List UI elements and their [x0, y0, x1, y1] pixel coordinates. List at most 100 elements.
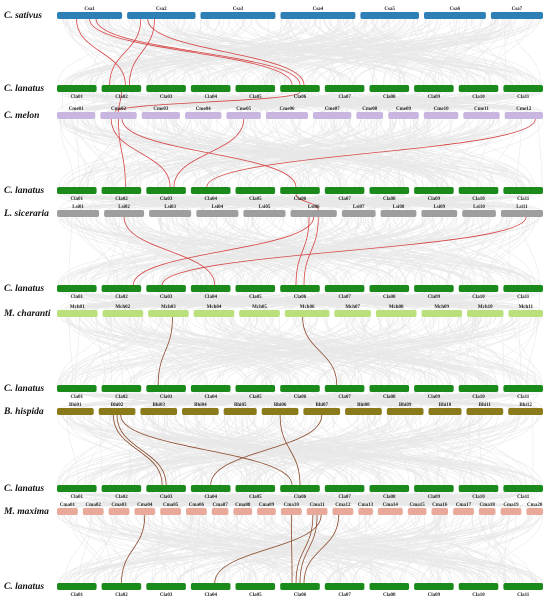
background-link — [373, 414, 416, 486]
background-link — [206, 291, 211, 311]
chromosome-label: Cla01 — [71, 593, 84, 598]
background-link — [156, 316, 488, 386]
background-link — [68, 414, 306, 486]
chromosome-bar — [414, 187, 454, 194]
background-link — [73, 391, 154, 409]
chromosome-label: Cme12 — [516, 107, 531, 112]
background-link — [282, 91, 382, 113]
background-link — [478, 391, 488, 409]
background-link — [362, 316, 531, 386]
background-link — [389, 118, 416, 188]
background-link — [76, 514, 110, 584]
chromosome-bar — [57, 85, 97, 92]
background-link — [66, 414, 79, 486]
background-link — [335, 316, 436, 386]
background-link — [393, 414, 444, 486]
background-link — [436, 514, 537, 584]
background-link — [295, 193, 496, 211]
background-link — [284, 414, 440, 486]
chromosome-bar — [414, 385, 454, 392]
background-link — [178, 316, 351, 386]
background-link — [428, 316, 435, 386]
background-link — [204, 316, 221, 386]
background-link — [175, 216, 345, 286]
background-link — [305, 491, 412, 509]
chromosome-label: Cla04 — [204, 295, 217, 300]
chromosome-label: Cla01 — [71, 295, 84, 300]
chromosome-bar — [146, 285, 186, 292]
background-link — [150, 391, 337, 409]
chromosome-label: Cla07 — [338, 593, 351, 598]
background-link — [372, 18, 390, 86]
background-link — [160, 216, 216, 286]
chromosome-label: Cme01 — [69, 107, 84, 112]
chromosome-bar — [160, 508, 181, 515]
background-link — [292, 391, 414, 409]
chromosome-label: Bhi01 — [69, 403, 82, 408]
background-link — [157, 414, 159, 486]
highlighted-link — [279, 414, 301, 486]
species-label: C. lanatus — [4, 84, 44, 94]
highlighted-link — [89, 18, 293, 86]
background-link — [108, 18, 247, 86]
background-link — [226, 316, 519, 386]
background-link — [172, 291, 516, 311]
background-link — [447, 291, 482, 311]
chromosome-label: Cla03 — [160, 495, 173, 500]
background-link — [112, 91, 495, 113]
background-link — [142, 18, 540, 86]
background-link — [236, 216, 260, 286]
background-link — [315, 514, 341, 584]
background-link — [167, 18, 534, 86]
chromosome-label: Cla11 — [517, 95, 530, 100]
background-link — [352, 193, 526, 211]
background-link — [457, 414, 534, 486]
background-link — [301, 118, 378, 188]
background-link — [92, 193, 452, 211]
background-link — [408, 316, 416, 386]
background-link — [142, 316, 379, 386]
chromosome-label: Cla02 — [115, 295, 128, 300]
background-link — [212, 118, 327, 188]
chromosome-bar — [369, 285, 410, 292]
background-link — [79, 118, 187, 188]
background-link — [213, 491, 462, 509]
background-link — [105, 118, 261, 188]
background-link — [302, 414, 468, 486]
background-link — [478, 414, 483, 486]
background-link — [224, 414, 265, 486]
background-link — [128, 118, 210, 188]
background-link — [370, 91, 490, 113]
chromosome-bar — [57, 285, 97, 292]
background-link — [179, 118, 480, 188]
background-link — [86, 216, 429, 286]
background-link — [336, 514, 540, 584]
background-link — [171, 414, 470, 486]
background-link — [401, 491, 480, 509]
background-link — [214, 316, 370, 386]
highlighted-synteny-links — [76, 18, 536, 584]
background-link — [464, 91, 481, 113]
background-link — [87, 91, 397, 113]
background-link — [223, 414, 248, 486]
track-7: C. lanatus Cla01 Cla02 Cla03 Cla04 Cla05 Cla06… — [4, 384, 543, 400]
background-link — [64, 514, 92, 584]
background-link — [214, 216, 254, 286]
background-link — [174, 414, 350, 486]
background-link — [434, 514, 489, 584]
chromosome-label: Lsi05 — [259, 205, 271, 210]
chromosome-label: Cla11 — [517, 395, 530, 400]
background-link — [148, 118, 448, 188]
chromosome-label: Cla10 — [472, 95, 485, 100]
highlighted-link — [118, 91, 122, 113]
background-link — [389, 18, 456, 86]
background-link — [69, 391, 201, 409]
background-link — [203, 391, 328, 409]
background-link — [157, 216, 329, 286]
background-link — [71, 118, 360, 188]
background-link — [468, 414, 472, 486]
chromosome-bar — [284, 310, 330, 317]
background-link — [124, 291, 440, 311]
background-link — [134, 18, 415, 86]
background-link — [479, 491, 535, 509]
